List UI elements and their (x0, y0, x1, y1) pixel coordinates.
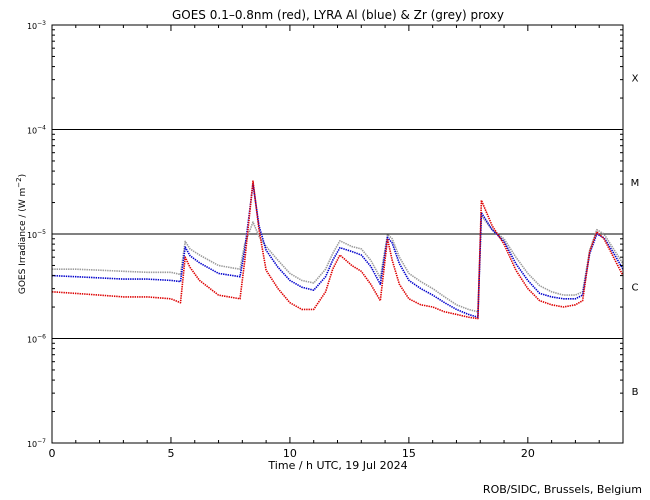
y-tick-label: 10−6 (27, 334, 46, 345)
y-tick-label-exp: −6 (37, 334, 46, 341)
credit-text: ROB/SIDC, Brussels, Belgium (482, 483, 642, 496)
y-tick-label: 10−5 (27, 229, 46, 240)
flare-class-m: M (631, 178, 640, 189)
chart-title: GOES 0.1–0.8nm (red), LYRA Al (blue) & Z… (172, 8, 504, 22)
flare-class-labels: X M C B (631, 73, 640, 398)
series-line-1 (51, 183, 624, 319)
y-tick-label-base: 10 (27, 127, 37, 136)
threshold-lines (52, 129, 623, 339)
y-tick-label-exp: −4 (37, 125, 46, 132)
flare-class-x: X (632, 73, 639, 84)
y-tick-label-exp: −7 (37, 438, 46, 445)
y-tick-label: 10−4 (27, 125, 46, 136)
x-tick-label: 20 (521, 447, 535, 460)
y-tick-label-base: 10 (27, 440, 37, 449)
y-tick-label-exp: −3 (37, 20, 46, 27)
y-tick-label-base: 10 (27, 231, 37, 240)
y-axis-label: GOES Irradiance / (W m−2) (15, 174, 28, 294)
x-tick-label: 5 (167, 447, 174, 460)
series-line-0 (52, 214, 624, 313)
series-layer (51, 180, 624, 320)
y-axis: 10−310−410−510−610−7 (27, 20, 623, 449)
y-axis-label-end: ) (18, 174, 28, 178)
x-tick-label: 15 (402, 447, 416, 460)
x-axis-label: Time / h UTC, 19 Jul 2024 (267, 459, 407, 472)
y-tick-label-exp: −5 (37, 229, 46, 236)
x-axis: 0 5 10 15 20 (49, 25, 624, 460)
series-line-2 (51, 180, 624, 320)
x-tick-label: 0 (49, 447, 56, 460)
y-tick-label-base: 10 (27, 336, 37, 345)
x-tick-label: 10 (283, 447, 297, 460)
y-tick-label: 10−3 (27, 20, 46, 31)
y-axis-label-exp: −2 (15, 177, 23, 187)
y-axis-label-main: GOES Irradiance / (W m (18, 188, 28, 294)
y-tick-label-base: 10 (27, 22, 37, 31)
y-tick-label: 10−7 (27, 438, 46, 449)
flare-class-b: B (632, 387, 639, 398)
flare-class-c: C (632, 282, 639, 293)
